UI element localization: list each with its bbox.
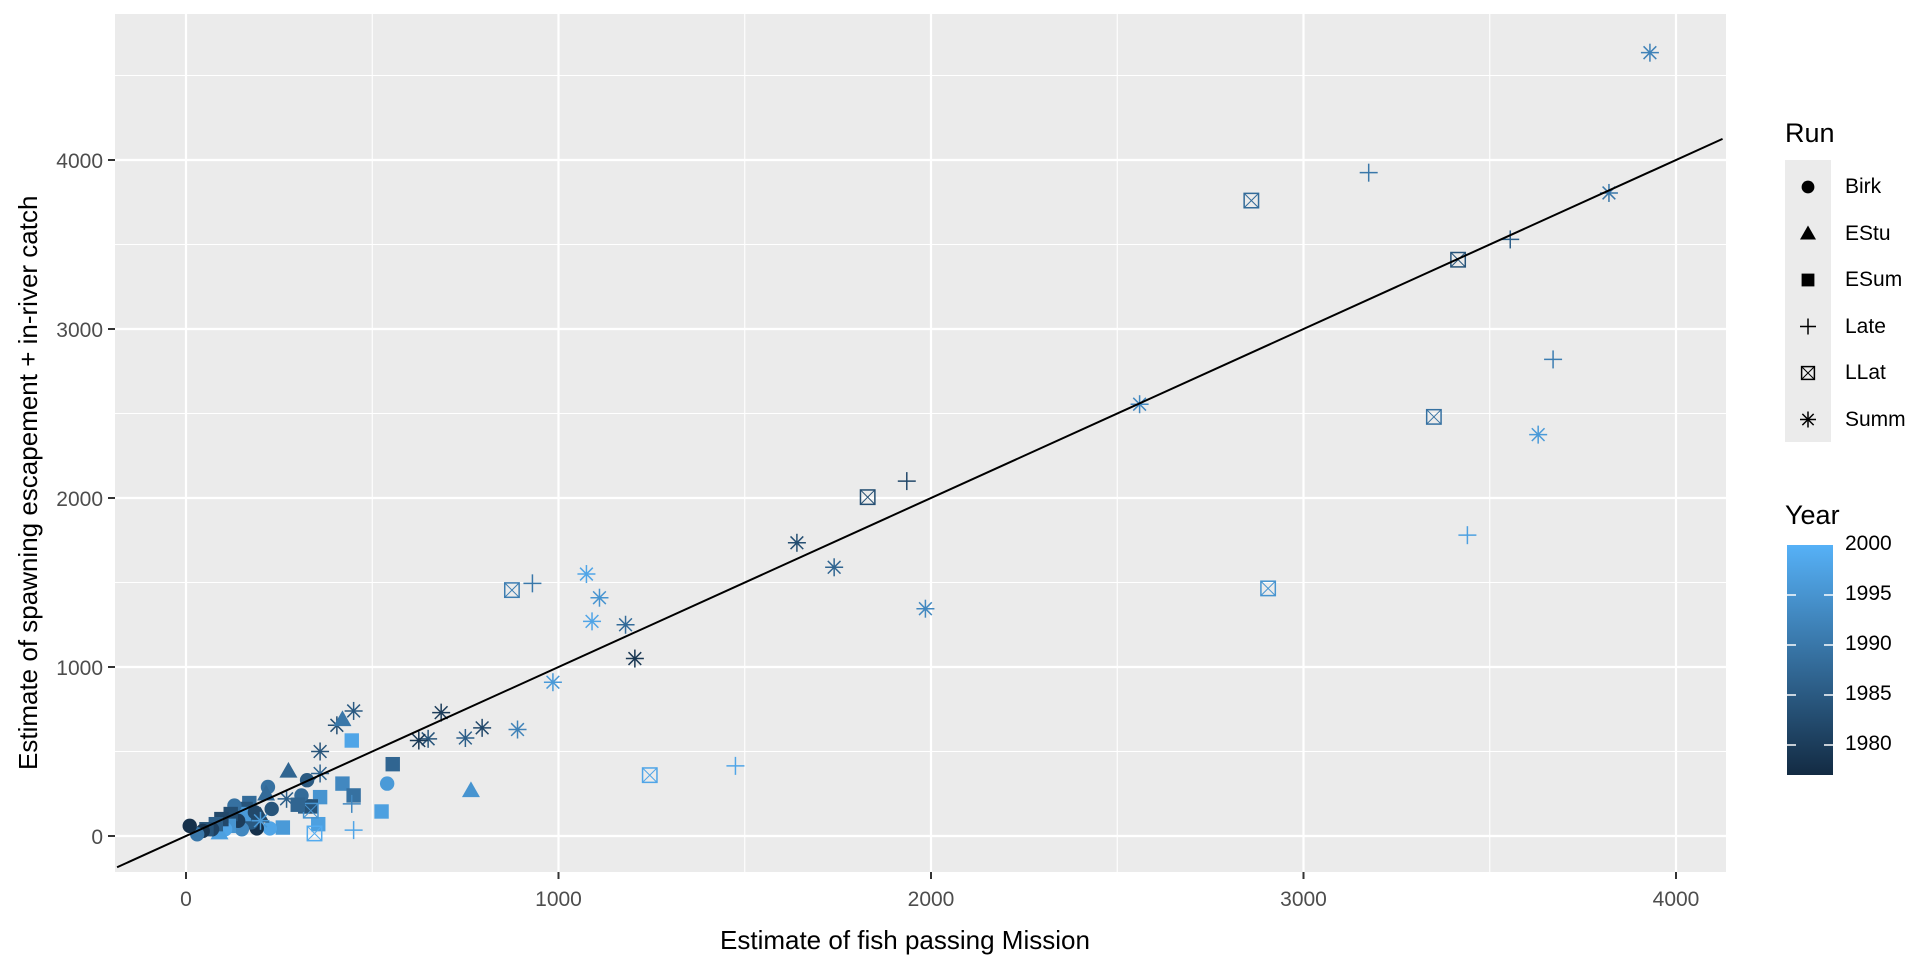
data-point: [1425, 408, 1442, 425]
data-point: [342, 794, 361, 813]
data-point: [344, 733, 359, 748]
data-points: [182, 43, 1659, 842]
data-point: [473, 718, 492, 737]
data-point: [247, 805, 263, 820]
data-point: [306, 825, 323, 842]
data-point: [346, 788, 361, 803]
svg-text:3000: 3000: [1280, 888, 1327, 911]
data-point: [590, 588, 609, 607]
svg-text:2000: 2000: [56, 488, 103, 511]
data-point: [374, 804, 389, 819]
legend-key-esum: [1801, 273, 1815, 287]
data-point: [641, 767, 658, 784]
data-point: [726, 756, 745, 775]
data-point: [825, 558, 844, 577]
colorbar-label-1990: 1990: [1845, 632, 1892, 655]
data-point: [1529, 425, 1548, 444]
legend-label-estu: EStu: [1845, 221, 1891, 245]
colorbar-label-1995: 1995: [1845, 582, 1892, 605]
data-point: [543, 673, 562, 692]
legend-key-estu: [1800, 225, 1816, 240]
data-point: [279, 761, 298, 778]
data-point: [787, 533, 806, 552]
legend-label-esum: ESum: [1845, 268, 1903, 291]
data-point: [303, 799, 318, 814]
data-point: [461, 781, 480, 798]
data-point: [1359, 163, 1378, 182]
svg-text:4000: 4000: [1653, 888, 1700, 911]
data-point: [344, 821, 363, 840]
data-point: [508, 720, 527, 739]
data-point: [385, 756, 400, 772]
data-point: [1501, 230, 1520, 249]
y-axis-title: Estimate of spawning escapement + in-riv…: [13, 195, 43, 770]
data-point: [311, 742, 330, 761]
reference-line-1to1: [116, 137, 1723, 869]
data-point: [251, 811, 270, 830]
legend-label-birk: Birk: [1845, 175, 1882, 198]
data-point: [419, 729, 438, 748]
data-point: [182, 818, 197, 834]
data-point: [275, 820, 291, 835]
data-point: [577, 565, 596, 584]
year-legend-title: Year: [1785, 500, 1840, 530]
colorbar-label-2000: 2000: [1845, 532, 1892, 555]
data-point: [344, 701, 363, 720]
legend-key-late: [1800, 318, 1816, 335]
data-point: [1640, 43, 1659, 62]
svg-text:4000: 4000: [56, 150, 103, 173]
data-point: [264, 801, 279, 817]
colorbar-label-1985: 1985: [1845, 682, 1892, 705]
data-point: [859, 489, 876, 506]
legend-key-summ: [1800, 411, 1816, 428]
data-point: [262, 821, 278, 836]
data-point: [897, 472, 916, 491]
legend-key-birk: [1801, 180, 1815, 194]
data-point: [523, 574, 542, 593]
colorbar-ticks: [1787, 594, 1833, 746]
svg-text:1000: 1000: [56, 657, 103, 680]
run-legend-title: Run: [1785, 118, 1835, 148]
minor-gridlines: [115, 14, 1726, 872]
data-point: [503, 582, 520, 599]
data-point: [916, 599, 935, 618]
major-gridlines: [115, 14, 1726, 872]
svg-text:3000: 3000: [56, 319, 103, 342]
data-point: [432, 703, 451, 722]
data-point: [333, 710, 352, 727]
x-axis-ticks: 0 1000 2000 3000 4000: [180, 872, 1699, 911]
data-point: [625, 649, 644, 668]
colorbar-label-1980: 1980: [1845, 732, 1892, 755]
data-point: [1260, 580, 1277, 597]
x-axis-title: Estimate of fish passing Mission: [720, 925, 1090, 955]
data-point: [456, 728, 475, 747]
year-colorbar: [1787, 545, 1833, 775]
data-point: [409, 731, 428, 750]
legend-key-llat: [1800, 365, 1816, 381]
svg-text:2000: 2000: [908, 888, 955, 911]
data-point: [1544, 350, 1563, 369]
data-point: [1458, 526, 1477, 545]
svg-text:0: 0: [180, 888, 192, 911]
legend-label-llat: LLat: [1845, 361, 1886, 384]
data-point: [616, 615, 635, 634]
data-point: [335, 776, 350, 791]
y-axis-ticks: 0 1000 2000 3000 4000: [56, 150, 115, 849]
legend-label-summ: Summ: [1845, 407, 1906, 431]
plot-panel: [115, 14, 1726, 872]
legend-label-late: Late: [1845, 314, 1886, 338]
data-point: [1243, 192, 1260, 209]
data-point: [583, 612, 602, 631]
svg-text:1000: 1000: [535, 888, 582, 911]
data-point: [379, 776, 395, 791]
run-legend-keys: [1785, 160, 1831, 442]
svg-text:0: 0: [91, 826, 103, 849]
data-point: [290, 797, 305, 812]
